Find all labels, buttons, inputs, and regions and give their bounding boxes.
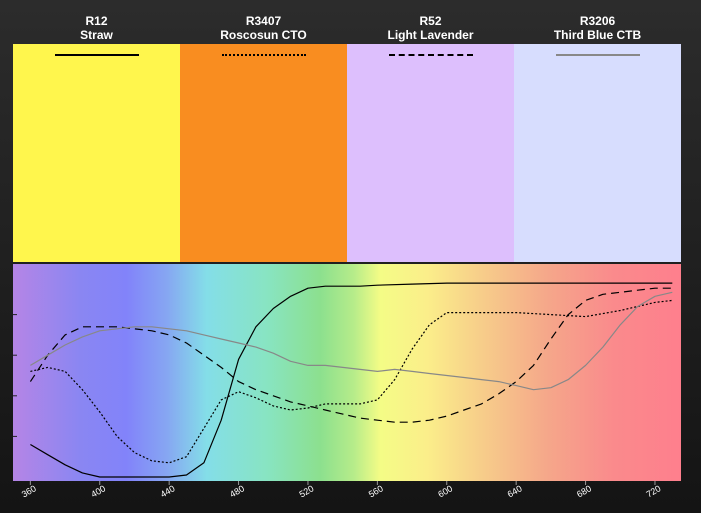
legend-name: Third Blue CTB xyxy=(553,28,642,42)
legend-code: R52 xyxy=(419,14,442,28)
legend-entry-r3407: R3407 Roscosun CTO xyxy=(180,14,347,42)
legend-header: R12 Straw R3407 Roscosun CTO R52 Light L… xyxy=(13,0,681,44)
legend-name: Straw xyxy=(80,28,113,42)
gel-swatches xyxy=(13,44,681,262)
spectrum-background xyxy=(13,264,681,481)
x-tick-label: 440 xyxy=(159,483,177,499)
x-tick-label: 560 xyxy=(367,483,385,499)
x-tick-label: 360 xyxy=(20,483,38,499)
swatch-r3407 xyxy=(180,44,347,262)
swatch-r3206 xyxy=(514,44,681,262)
legend-name: Roscosun CTO xyxy=(220,28,307,42)
x-tick-label: 720 xyxy=(644,483,662,499)
swatch-r12 xyxy=(13,44,180,262)
x-tick-label: 680 xyxy=(575,483,593,499)
legend-name: Light Lavender xyxy=(387,28,474,42)
x-tick-label: 520 xyxy=(297,483,315,499)
legend-code: R12 xyxy=(85,14,108,28)
legend-line-dashed xyxy=(389,54,473,59)
x-tick-label: 640 xyxy=(506,483,524,499)
x-tick-label: 600 xyxy=(436,483,454,499)
legend-entry-r12: R12 Straw xyxy=(13,14,180,42)
series-line-r52 xyxy=(29,287,673,423)
legend-line-gray xyxy=(556,54,640,59)
series-line-r12 xyxy=(30,282,673,478)
legend-code: R3407 xyxy=(245,14,282,28)
legend-entry-r52: R52 Light Lavender xyxy=(347,14,514,42)
swatch-r52 xyxy=(347,44,514,262)
legend-line-dotted xyxy=(222,54,306,59)
x-tick-label: 480 xyxy=(228,483,246,499)
legend-code: R3206 xyxy=(579,14,616,28)
legend-entry-r3206: R3206 Third Blue CTB xyxy=(514,14,681,42)
series-line-r3206 xyxy=(30,291,673,391)
legend-line-solid xyxy=(55,54,139,59)
x-tick-label: 400 xyxy=(89,483,107,499)
